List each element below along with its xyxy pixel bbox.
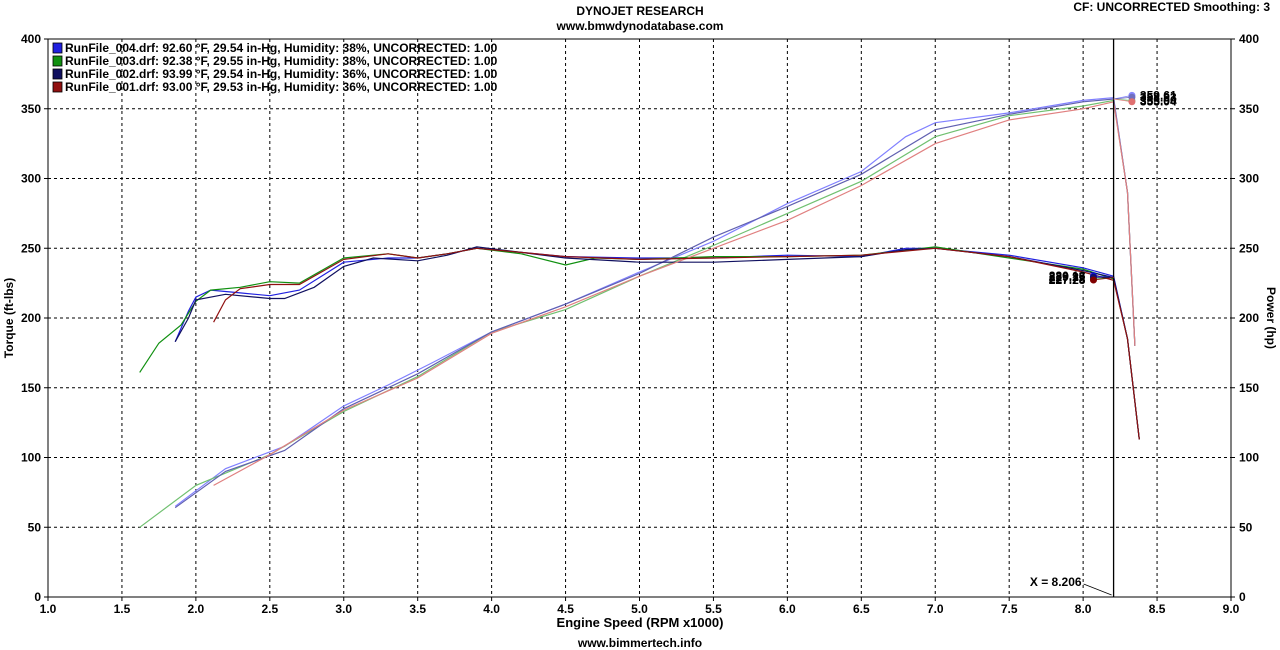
torque-marker-label-4: 227.23 bbox=[1049, 273, 1086, 287]
power-line-4 bbox=[213, 101, 1136, 486]
legend-label-2: RunFile_003.drf: 92.38 °F, 29.55 in-Hg, … bbox=[65, 54, 498, 68]
footer-url: www.bimmertech.info bbox=[577, 636, 703, 650]
x-tick-label: 9.0 bbox=[1223, 602, 1240, 616]
legend-label-1: RunFile_004.drf: 92.60 °F, 29.54 in-Hg, … bbox=[65, 41, 498, 55]
x-axis-ticks: 1.0 1.5 2.0 2.5 3.0 3.5 4.0 4.5 5.0 5.5 6.0 6.5 7.0 7… bbox=[40, 597, 1240, 616]
torque-marker-label-1: 230.16 bbox=[1049, 269, 1086, 283]
cursor-readout: X = 8.206 bbox=[1030, 575, 1082, 589]
x-tick-label: 4.5 bbox=[557, 602, 574, 616]
y-left-tick-label: 0 bbox=[34, 590, 41, 604]
y-axis-right-ticks: 0 50 100 150 200 250 300 350 400 bbox=[1231, 32, 1259, 604]
power-marker-label-1: 359.61 bbox=[1140, 88, 1177, 102]
value-markers: 230.16 359.61 227.78 355.90 229.27 358.23 227.… bbox=[1049, 88, 1177, 287]
legend: RunFile_004.drf: 92.60 °F, 29.54 in-Hg, … bbox=[52, 41, 498, 94]
power-marker-label-2: 355.90 bbox=[1140, 94, 1177, 108]
y-axis-right-label: Power (hp) bbox=[1264, 287, 1278, 349]
y-left-tick-label: 400 bbox=[21, 32, 41, 46]
y-left-tick-label: 300 bbox=[21, 172, 41, 186]
power-marker-4 bbox=[1128, 98, 1136, 106]
torque-marker-4 bbox=[1089, 276, 1097, 284]
legend-swatch-3 bbox=[52, 68, 63, 80]
x-tick-label: 6.5 bbox=[853, 602, 870, 616]
y-right-tick-label: 400 bbox=[1239, 32, 1259, 46]
x-tick-label: 1.5 bbox=[114, 602, 131, 616]
x-tick-label: 5.0 bbox=[631, 602, 648, 616]
y-right-tick-label: 150 bbox=[1239, 381, 1259, 395]
y-right-tick-label: 250 bbox=[1239, 241, 1259, 255]
chart-subtitle: www.bmwdynodatabase.com bbox=[556, 19, 724, 33]
cursor-pointer-line bbox=[1083, 583, 1112, 596]
rpm-cursor[interactable]: X = 8.206 bbox=[1030, 39, 1115, 597]
y-left-tick-label: 50 bbox=[28, 520, 42, 534]
x-tick-label: 1.0 bbox=[40, 602, 57, 616]
y-left-tick-label: 200 bbox=[21, 311, 41, 325]
legend-swatch-4 bbox=[52, 81, 63, 93]
legend-label-4: RunFile_001.drf: 93.00 °F, 29.53 in-Hg, … bbox=[65, 80, 498, 94]
power-marker-label-3: 358.23 bbox=[1140, 90, 1177, 104]
legend-label-3: RunFile_002.drf: 93.99 °F, 29.54 in-Hg, … bbox=[65, 67, 498, 81]
x-axis-label: Engine Speed (RPM x1000) bbox=[556, 615, 724, 630]
x-tick-label: 3.0 bbox=[335, 602, 352, 616]
y-right-tick-label: 0 bbox=[1239, 590, 1246, 604]
y-axis-left-ticks: 0 50 100 150 200 250 300 350 400 bbox=[21, 32, 48, 604]
y-right-tick-label: 100 bbox=[1239, 451, 1259, 465]
x-tick-label: 2.0 bbox=[188, 602, 205, 616]
torque-line-4 bbox=[213, 247, 1140, 440]
x-tick-label: 7.5 bbox=[1001, 602, 1018, 616]
y-right-tick-label: 300 bbox=[1239, 172, 1259, 186]
y-left-tick-label: 250 bbox=[21, 241, 41, 255]
legend-swatch-1 bbox=[52, 42, 63, 54]
y-right-tick-label: 200 bbox=[1239, 311, 1259, 325]
series-lines bbox=[139, 96, 1140, 528]
torque-marker-label-3: 229.27 bbox=[1049, 270, 1086, 284]
power-marker-label-4: 355.04 bbox=[1140, 95, 1177, 109]
x-tick-label: 8.5 bbox=[1149, 602, 1166, 616]
chart-title: DYNOJET RESEARCH bbox=[576, 4, 704, 18]
y-left-tick-label: 350 bbox=[21, 102, 41, 116]
y-right-tick-label: 50 bbox=[1239, 520, 1253, 534]
x-tick-label: 4.0 bbox=[483, 602, 500, 616]
y-axis-left-label: Torque (ft-lbs) bbox=[2, 278, 16, 358]
power-line-1 bbox=[174, 96, 1136, 507]
y-left-tick-label: 100 bbox=[21, 451, 41, 465]
x-tick-label: 7.0 bbox=[927, 602, 944, 616]
x-tick-label: 5.5 bbox=[705, 602, 722, 616]
correction-factor-label: CF: UNCORRECTED Smoothing: 3 bbox=[1073, 0, 1270, 14]
x-tick-label: 2.5 bbox=[261, 602, 278, 616]
x-tick-label: 8.0 bbox=[1075, 602, 1092, 616]
torque-marker-label-2: 227.78 bbox=[1049, 272, 1086, 286]
legend-swatch-2 bbox=[52, 55, 63, 67]
torque-line-2 bbox=[139, 246, 1140, 440]
y-right-tick-label: 350 bbox=[1239, 102, 1259, 116]
y-left-tick-label: 150 bbox=[21, 381, 41, 395]
x-tick-label: 6.0 bbox=[779, 602, 796, 616]
x-tick-label: 3.5 bbox=[409, 602, 426, 616]
